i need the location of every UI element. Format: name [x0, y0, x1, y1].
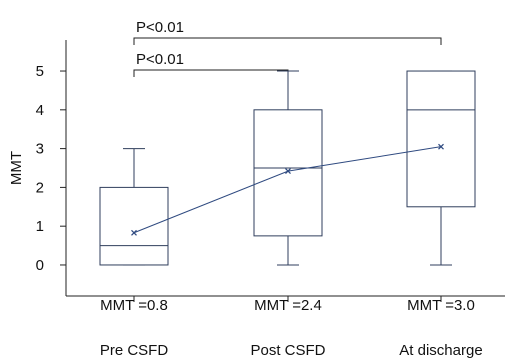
- box-2: [253, 70, 323, 266]
- y-tick-label: 2: [36, 179, 44, 196]
- y-tick-label: 0: [36, 257, 44, 274]
- mean-marker-stroke: [438, 143, 444, 150]
- y-tick-label: 5: [36, 63, 44, 80]
- x-category-label: Post CSFD: [250, 342, 325, 359]
- iqr-box: [406, 70, 476, 208]
- iqr-box: [99, 186, 169, 266]
- mean-value-label: MMT =2.4: [254, 297, 322, 314]
- y-tick-label: 1: [36, 218, 44, 235]
- bracket-line: [133, 37, 442, 45]
- iqr-box: [253, 109, 323, 237]
- mean-marker: [131, 229, 137, 236]
- p-value-label: P<0.01: [136, 19, 184, 36]
- mean-marker: [438, 143, 444, 150]
- y-axis-title: MMT: [8, 151, 25, 185]
- mean-trend-line: [131, 143, 444, 236]
- mean-marker: [285, 168, 291, 175]
- y-tick-label: 3: [36, 141, 44, 158]
- mean-marker-stroke: [285, 168, 291, 175]
- mean-value-label: MMT =3.0: [407, 297, 475, 314]
- mean-value-label: MMT =0.8: [100, 297, 168, 314]
- x-category-label: Pre CSFD: [100, 342, 169, 359]
- y-tick-label: 4: [36, 102, 44, 119]
- box-1: [99, 148, 169, 266]
- p-value-label: P<0.01: [136, 51, 184, 68]
- labels: MMT =0.8 MMT =2.4 MMT =3.0: [100, 297, 475, 314]
- significance-bracket: P<0.01: [133, 51, 289, 77]
- boxes: [99, 70, 476, 266]
- significance-brackets: P<0.01 P<0.01: [133, 19, 442, 77]
- mean-marker-stroke: [131, 229, 137, 236]
- significance-bracket: P<0.01: [133, 19, 442, 45]
- axes: 0 1 2 3 4 5 Pre CSFD Post CSFD At discharge MMT: [8, 40, 505, 359]
- mean-polyline: [133, 146, 442, 234]
- box-3: [406, 70, 476, 266]
- x-category-label: At discharge: [399, 342, 482, 359]
- bracket-line: [133, 69, 289, 77]
